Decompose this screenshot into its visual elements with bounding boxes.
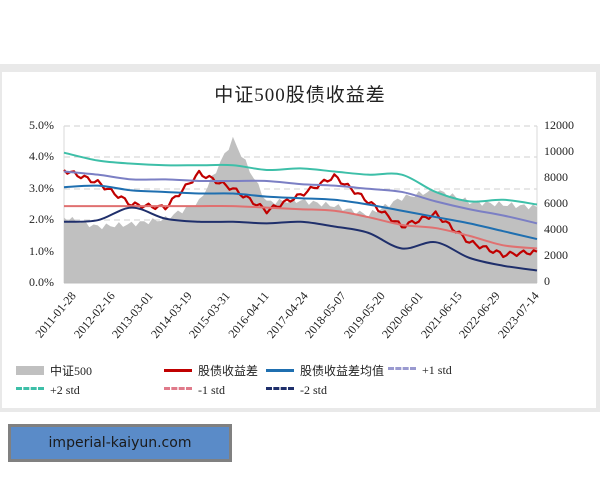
banner-text: imperial-kaiyun.com <box>48 435 192 451</box>
legend-item-csi500: 中证500 <box>16 362 92 378</box>
y-left-tick: 5.0% <box>29 118 54 132</box>
legend-label: +2 std <box>50 382 80 397</box>
legend-label: -1 std <box>198 382 225 397</box>
legend-swatch-line <box>164 368 192 372</box>
y-right-tick: 10000 <box>544 144 574 158</box>
legend-swatch-dash <box>388 367 416 373</box>
legend-item-spread-mean: 股债收益差均值 <box>266 362 384 378</box>
series-line <box>63 170 538 225</box>
y-right-tick: 6000 <box>544 196 568 210</box>
series-line <box>63 184 538 241</box>
series-layer <box>63 136 538 283</box>
y-left-tick: 4.0% <box>29 149 54 163</box>
y-right-tick: 4000 <box>544 222 568 236</box>
page-top-blank <box>0 0 600 64</box>
legend-label: 中证500 <box>50 363 93 378</box>
legend-item-plus2std: +2 std <box>16 382 80 398</box>
legend-label: 股债收益差均值 <box>300 363 385 378</box>
legend-label: +1 std <box>422 362 452 377</box>
y-left-tick: 0.0% <box>29 275 54 289</box>
y-left-tick: 3.0% <box>29 181 54 195</box>
legend-swatch-dash <box>164 387 192 393</box>
legend-item-spread: 股债收益差 <box>164 362 258 378</box>
y-left-tick: 2.0% <box>29 212 54 226</box>
series-line <box>64 204 538 250</box>
legend-swatch-area <box>16 365 44 375</box>
y-right-tick: 2000 <box>544 248 568 262</box>
legend-item-minus1std: -1 std <box>164 382 225 398</box>
y-right-tick: 12000 <box>544 118 574 132</box>
legend-item-plus1std: +1 std <box>388 362 452 378</box>
y-right-tick: 0 <box>544 274 550 288</box>
legend-swatch-dash <box>266 387 294 393</box>
series-line <box>63 151 538 206</box>
chart-title: 中证500股债收益差 <box>214 85 386 106</box>
legend-swatch-dash <box>16 387 44 393</box>
legend-label: -2 std <box>300 382 327 397</box>
site-banner-link[interactable]: imperial-kaiyun.com <box>8 424 232 462</box>
legend-swatch-line <box>266 368 294 372</box>
legend-label: 股债收益差 <box>198 363 259 378</box>
y-right-tick: 8000 <box>544 170 568 184</box>
series-line <box>63 169 538 259</box>
series-line <box>63 206 538 272</box>
legend-item-minus2std: -2 std <box>266 382 327 398</box>
y-left-tick: 1.0% <box>29 244 54 258</box>
